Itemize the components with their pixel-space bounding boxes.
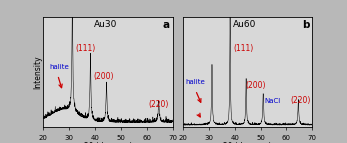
Text: (200): (200): [94, 72, 114, 81]
Text: NaCl: NaCl: [264, 98, 281, 104]
Text: halite: halite: [49, 64, 69, 70]
Y-axis label: Intensity: Intensity: [33, 55, 42, 89]
Text: Au30: Au30: [94, 20, 117, 29]
Text: halite: halite: [186, 79, 205, 85]
Text: (200): (200): [246, 81, 266, 90]
Text: (111): (111): [234, 44, 254, 53]
X-axis label: 2θ (degrees): 2θ (degrees): [84, 142, 132, 143]
Text: a: a: [162, 20, 169, 30]
Text: Au60: Au60: [234, 20, 257, 29]
Text: (111): (111): [76, 44, 96, 53]
Text: (220): (220): [148, 100, 169, 109]
Text: b: b: [302, 20, 310, 30]
Text: (220): (220): [290, 96, 311, 105]
X-axis label: 2θ (degrees): 2θ (degrees): [223, 142, 272, 143]
